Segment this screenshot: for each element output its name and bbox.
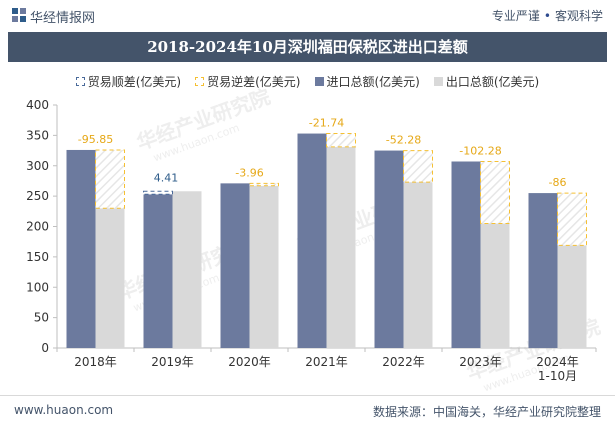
export-bar (249, 185, 279, 348)
x-tick-label: 2022年 (382, 355, 425, 369)
export-bar (326, 146, 356, 348)
chart-title: 2018-2024年10月深圳福田保税区进出口差额 (8, 32, 607, 62)
y-tick-label: 100 (26, 280, 49, 294)
x-tick-label: 2018年 (74, 355, 117, 369)
tagline: 专业严谨 • 客观科学 (492, 7, 603, 24)
x-tick-label: 1-10月 (538, 369, 577, 383)
export-bar (95, 208, 125, 348)
deficit-bar (480, 160, 510, 224)
import-bar (451, 161, 481, 348)
surplus-bar (143, 190, 173, 195)
y-tick-label: 200 (26, 220, 49, 234)
y-tick-label: 300 (26, 159, 49, 173)
x-tick-label: 2021年 (305, 355, 348, 369)
legend-item-deficit: 贸易逆差(亿美元) (195, 72, 301, 90)
huajing-logo-icon (12, 8, 26, 22)
tagline-dot: • (543, 9, 551, 23)
export-bar (403, 182, 433, 348)
deficit-bar (557, 192, 587, 246)
import-bar (220, 183, 250, 348)
y-tick-label: 50 (34, 311, 49, 325)
deficit-label: -95.85 (78, 133, 113, 146)
tagline-left: 专业严谨 (491, 9, 540, 23)
import-bar (297, 133, 327, 348)
bar-chart: 华经产业研究院www.huaon.com华经产业研究院www.huaon.com… (26, 84, 603, 394)
x-tick-label: 2020年 (228, 355, 271, 369)
y-tick-label: 250 (26, 189, 49, 203)
surplus-label: 4.41 (154, 171, 179, 184)
import-bar (374, 150, 404, 348)
chart-bars (66, 133, 587, 348)
y-tick-label: 400 (26, 98, 49, 112)
legend-label-deficit: 贸易逆差(亿美元) (207, 74, 301, 89)
export-bar (557, 245, 587, 348)
tagline-right: 客观科学 (554, 9, 603, 23)
y-tick-label: 350 (26, 128, 49, 142)
legend-swatch-export (433, 76, 443, 86)
legend-label-export: 出口总额(亿美元) (445, 74, 540, 89)
legend-item-import: 进口总额(亿美元) (314, 72, 420, 90)
import-bar (143, 194, 173, 348)
legend-swatch-deficit (195, 76, 205, 86)
deficit-label: -21.74 (309, 117, 344, 130)
deficit-label: -3.96 (235, 166, 263, 179)
brand-name: 华经情报网 (30, 11, 96, 26)
x-tick-label: 2024年 (536, 355, 579, 369)
deficit-bar (403, 150, 433, 183)
export-bar (480, 223, 510, 348)
legend-item-export: 出口总额(亿美元) (433, 72, 540, 90)
legend-label-import: 进口总额(亿美元) (326, 74, 420, 89)
footer: www.huaon.com 数据来源：中国海关，华经产业研究院整理 (0, 395, 615, 428)
chart-legend: 贸易顺差(亿美元) 贸易逆差(亿美元) 进口总额(亿美元) 出口总额(亿美元) (0, 72, 615, 90)
deficit-bar (326, 133, 356, 148)
legend-swatch-surplus (75, 76, 85, 86)
x-tick-label: 2023年 (459, 355, 502, 369)
deficit-label: -86 (549, 176, 567, 189)
deficit-label: -52.28 (386, 134, 421, 147)
x-tick-label: 2019年 (151, 355, 194, 369)
import-bar (528, 193, 558, 348)
top-bar: 华经情报网 专业严谨 • 客观科学 (0, 0, 615, 30)
footer-source: 数据来源：中国海关，华经产业研究院整理 (372, 405, 601, 419)
y-tick-label: 0 (41, 341, 49, 355)
import-bar (66, 149, 96, 348)
deficit-bar (95, 149, 125, 209)
deficit-bar (249, 182, 279, 187)
chart-data-labels: -95.85 4.41 -3.96 -21.74 -52.28 -102.28 -86 (78, 117, 567, 190)
legend-item-surplus: 贸易顺差(亿美元) (75, 72, 182, 90)
deficit-label: -102.28 (459, 144, 501, 157)
footer-website: www.huaon.com (14, 403, 114, 417)
legend-label-surplus: 贸易顺差(亿美元) (87, 74, 182, 89)
export-bar (172, 191, 202, 348)
y-tick-label: 150 (26, 250, 49, 264)
legend-swatch-import (314, 76, 324, 86)
